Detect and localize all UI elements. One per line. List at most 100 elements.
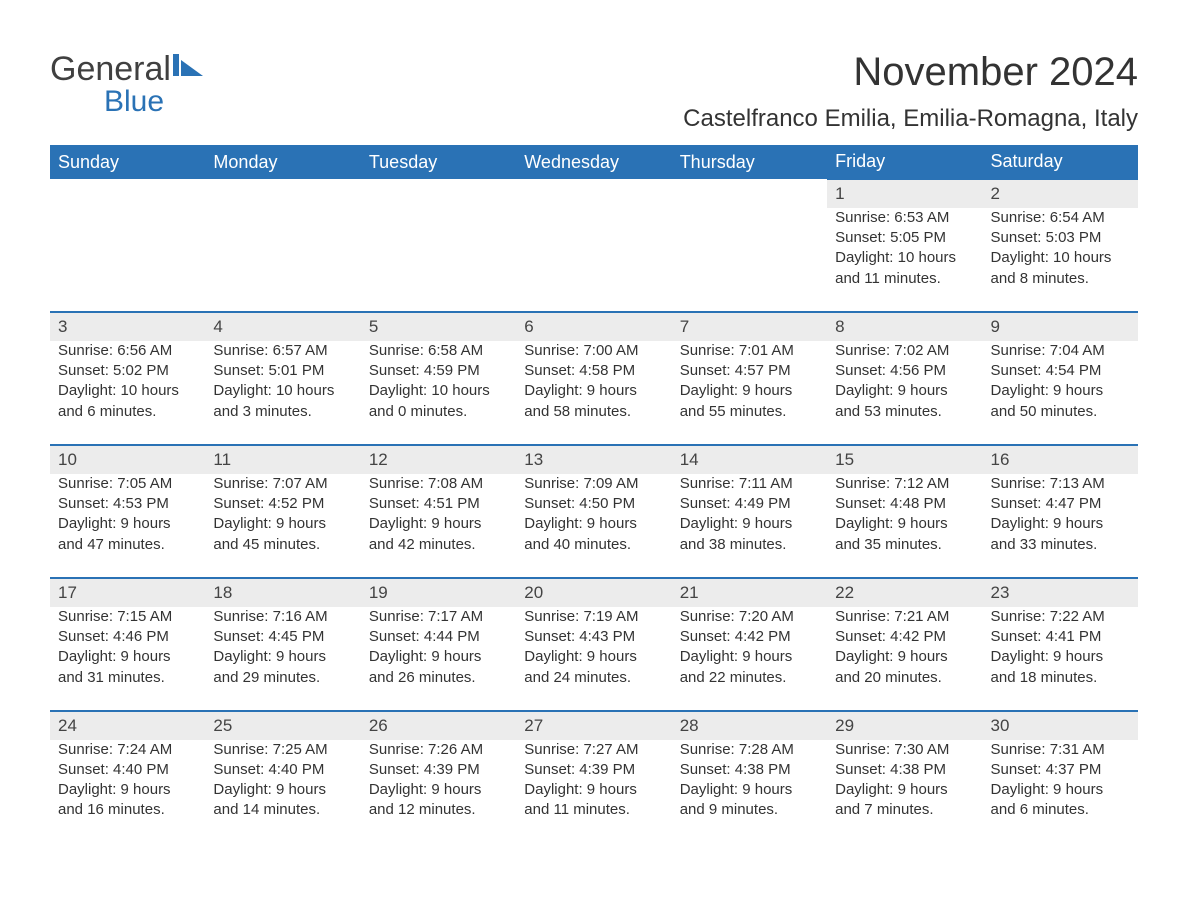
sunset-text: Sunset: 4:37 PM [991,760,1130,780]
weekday-header: Saturday [983,145,1138,179]
day-details: Sunrise: 7:11 AMSunset: 4:49 PMDaylight:… [672,474,827,578]
calendar-table: SundayMondayTuesdayWednesdayThursdayFrid… [50,145,1138,843]
daylight-text: Daylight: 9 hours and 33 minutes. [991,514,1130,555]
sunset-text: Sunset: 4:52 PM [213,494,352,514]
daylight-text: Daylight: 9 hours and 45 minutes. [213,514,352,555]
day-number: 3 [50,312,205,341]
day-number: 30 [983,711,1138,740]
sunrise-text: Sunrise: 7:17 AM [369,607,508,627]
sunrise-text: Sunrise: 7:25 AM [213,740,352,760]
day-details: Sunrise: 7:20 AMSunset: 4:42 PMDaylight:… [672,607,827,711]
sunset-text: Sunset: 4:54 PM [991,361,1130,381]
weekday-header: Wednesday [516,145,671,179]
sunset-text: Sunset: 4:39 PM [524,760,663,780]
daylight-text: Daylight: 9 hours and 29 minutes. [213,647,352,688]
weekday-header: Monday [205,145,360,179]
day-details: Sunrise: 7:12 AMSunset: 4:48 PMDaylight:… [827,474,982,578]
sunrise-text: Sunrise: 7:26 AM [369,740,508,760]
day-details: Sunrise: 7:24 AMSunset: 4:40 PMDaylight:… [50,740,205,843]
sunrise-text: Sunrise: 7:07 AM [213,474,352,494]
weekday-header-row: SundayMondayTuesdayWednesdayThursdayFrid… [50,145,1138,179]
daylight-text: Daylight: 10 hours and 0 minutes. [369,381,508,422]
logo: General Blue [50,50,205,119]
sunrise-text: Sunrise: 7:28 AM [680,740,819,760]
day-number: 29 [827,711,982,740]
day-details: Sunrise: 7:02 AMSunset: 4:56 PMDaylight:… [827,341,982,445]
day-details: Sunrise: 7:27 AMSunset: 4:39 PMDaylight:… [516,740,671,843]
day-number: 12 [361,445,516,474]
daylight-text: Daylight: 10 hours and 6 minutes. [58,381,197,422]
daylight-text: Daylight: 9 hours and 55 minutes. [680,381,819,422]
sunrise-text: Sunrise: 6:58 AM [369,341,508,361]
sunrise-text: Sunrise: 7:16 AM [213,607,352,627]
location-subtitle: Castelfranco Emilia, Emilia-Romagna, Ita… [683,105,1138,133]
day-details: Sunrise: 7:25 AMSunset: 4:40 PMDaylight:… [205,740,360,843]
daylight-text: Daylight: 9 hours and 26 minutes. [369,647,508,688]
sunset-text: Sunset: 4:40 PM [58,760,197,780]
daylight-text: Daylight: 10 hours and 3 minutes. [213,381,352,422]
weekday-header: Friday [827,145,982,179]
sunset-text: Sunset: 4:42 PM [680,627,819,647]
detail-row: Sunrise: 7:15 AMSunset: 4:46 PMDaylight:… [50,607,1138,711]
daylight-text: Daylight: 10 hours and 8 minutes. [991,248,1130,289]
day-details: Sunrise: 7:08 AMSunset: 4:51 PMDaylight:… [361,474,516,578]
sunset-text: Sunset: 4:38 PM [680,760,819,780]
sunset-text: Sunset: 4:50 PM [524,494,663,514]
daylight-text: Daylight: 10 hours and 11 minutes. [835,248,974,289]
sunset-text: Sunset: 4:53 PM [58,494,197,514]
day-number: 10 [50,445,205,474]
sunrise-text: Sunrise: 7:19 AM [524,607,663,627]
daylight-text: Daylight: 9 hours and 20 minutes. [835,647,974,688]
sunset-text: Sunset: 4:39 PM [369,760,508,780]
sunrise-text: Sunrise: 7:00 AM [524,341,663,361]
day-number: 26 [361,711,516,740]
day-details: Sunrise: 6:56 AMSunset: 5:02 PMDaylight:… [50,341,205,445]
daylight-text: Daylight: 9 hours and 38 minutes. [680,514,819,555]
sunrise-text: Sunrise: 7:04 AM [991,341,1130,361]
sunset-text: Sunset: 4:40 PM [213,760,352,780]
sunrise-text: Sunrise: 7:15 AM [58,607,197,627]
daylight-text: Daylight: 9 hours and 50 minutes. [991,381,1130,422]
daylight-text: Daylight: 9 hours and 18 minutes. [991,647,1130,688]
sunset-text: Sunset: 4:47 PM [991,494,1130,514]
day-details: Sunrise: 7:05 AMSunset: 4:53 PMDaylight:… [50,474,205,578]
day-number: 20 [516,578,671,607]
sunset-text: Sunset: 4:48 PM [835,494,974,514]
logo-text-main: General [50,50,171,89]
daylight-text: Daylight: 9 hours and 40 minutes. [524,514,663,555]
sunrise-text: Sunrise: 6:54 AM [991,208,1130,228]
sunrise-text: Sunrise: 7:22 AM [991,607,1130,627]
detail-row: Sunrise: 7:05 AMSunset: 4:53 PMDaylight:… [50,474,1138,578]
day-number: 21 [672,578,827,607]
day-details: Sunrise: 7:28 AMSunset: 4:38 PMDaylight:… [672,740,827,843]
day-number: 2 [983,179,1138,208]
sunset-text: Sunset: 5:05 PM [835,228,974,248]
sunset-text: Sunset: 4:41 PM [991,627,1130,647]
sunrise-text: Sunrise: 7:30 AM [835,740,974,760]
weekday-header: Sunday [50,145,205,179]
sunset-text: Sunset: 4:58 PM [524,361,663,381]
daylight-text: Daylight: 9 hours and 58 minutes. [524,381,663,422]
sunrise-text: Sunrise: 7:20 AM [680,607,819,627]
daynum-row: 24252627282930 [50,711,1138,740]
sunrise-text: Sunrise: 7:01 AM [680,341,819,361]
sunset-text: Sunset: 5:01 PM [213,361,352,381]
day-details: Sunrise: 7:21 AMSunset: 4:42 PMDaylight:… [827,607,982,711]
day-number: 19 [361,578,516,607]
day-details: Sunrise: 6:53 AMSunset: 5:05 PMDaylight:… [827,208,982,312]
detail-row: Sunrise: 6:56 AMSunset: 5:02 PMDaylight:… [50,341,1138,445]
day-details: Sunrise: 7:01 AMSunset: 4:57 PMDaylight:… [672,341,827,445]
day-number: 22 [827,578,982,607]
day-number: 1 [827,179,982,208]
day-details: Sunrise: 6:57 AMSunset: 5:01 PMDaylight:… [205,341,360,445]
day-details: Sunrise: 7:31 AMSunset: 4:37 PMDaylight:… [983,740,1138,843]
sunrise-text: Sunrise: 7:11 AM [680,474,819,494]
sunrise-text: Sunrise: 7:24 AM [58,740,197,760]
day-number: 9 [983,312,1138,341]
day-number: 13 [516,445,671,474]
day-number: 15 [827,445,982,474]
daynum-row: 12 [50,179,1138,208]
day-number: 14 [672,445,827,474]
sunrise-text: Sunrise: 6:56 AM [58,341,197,361]
day-number: 27 [516,711,671,740]
